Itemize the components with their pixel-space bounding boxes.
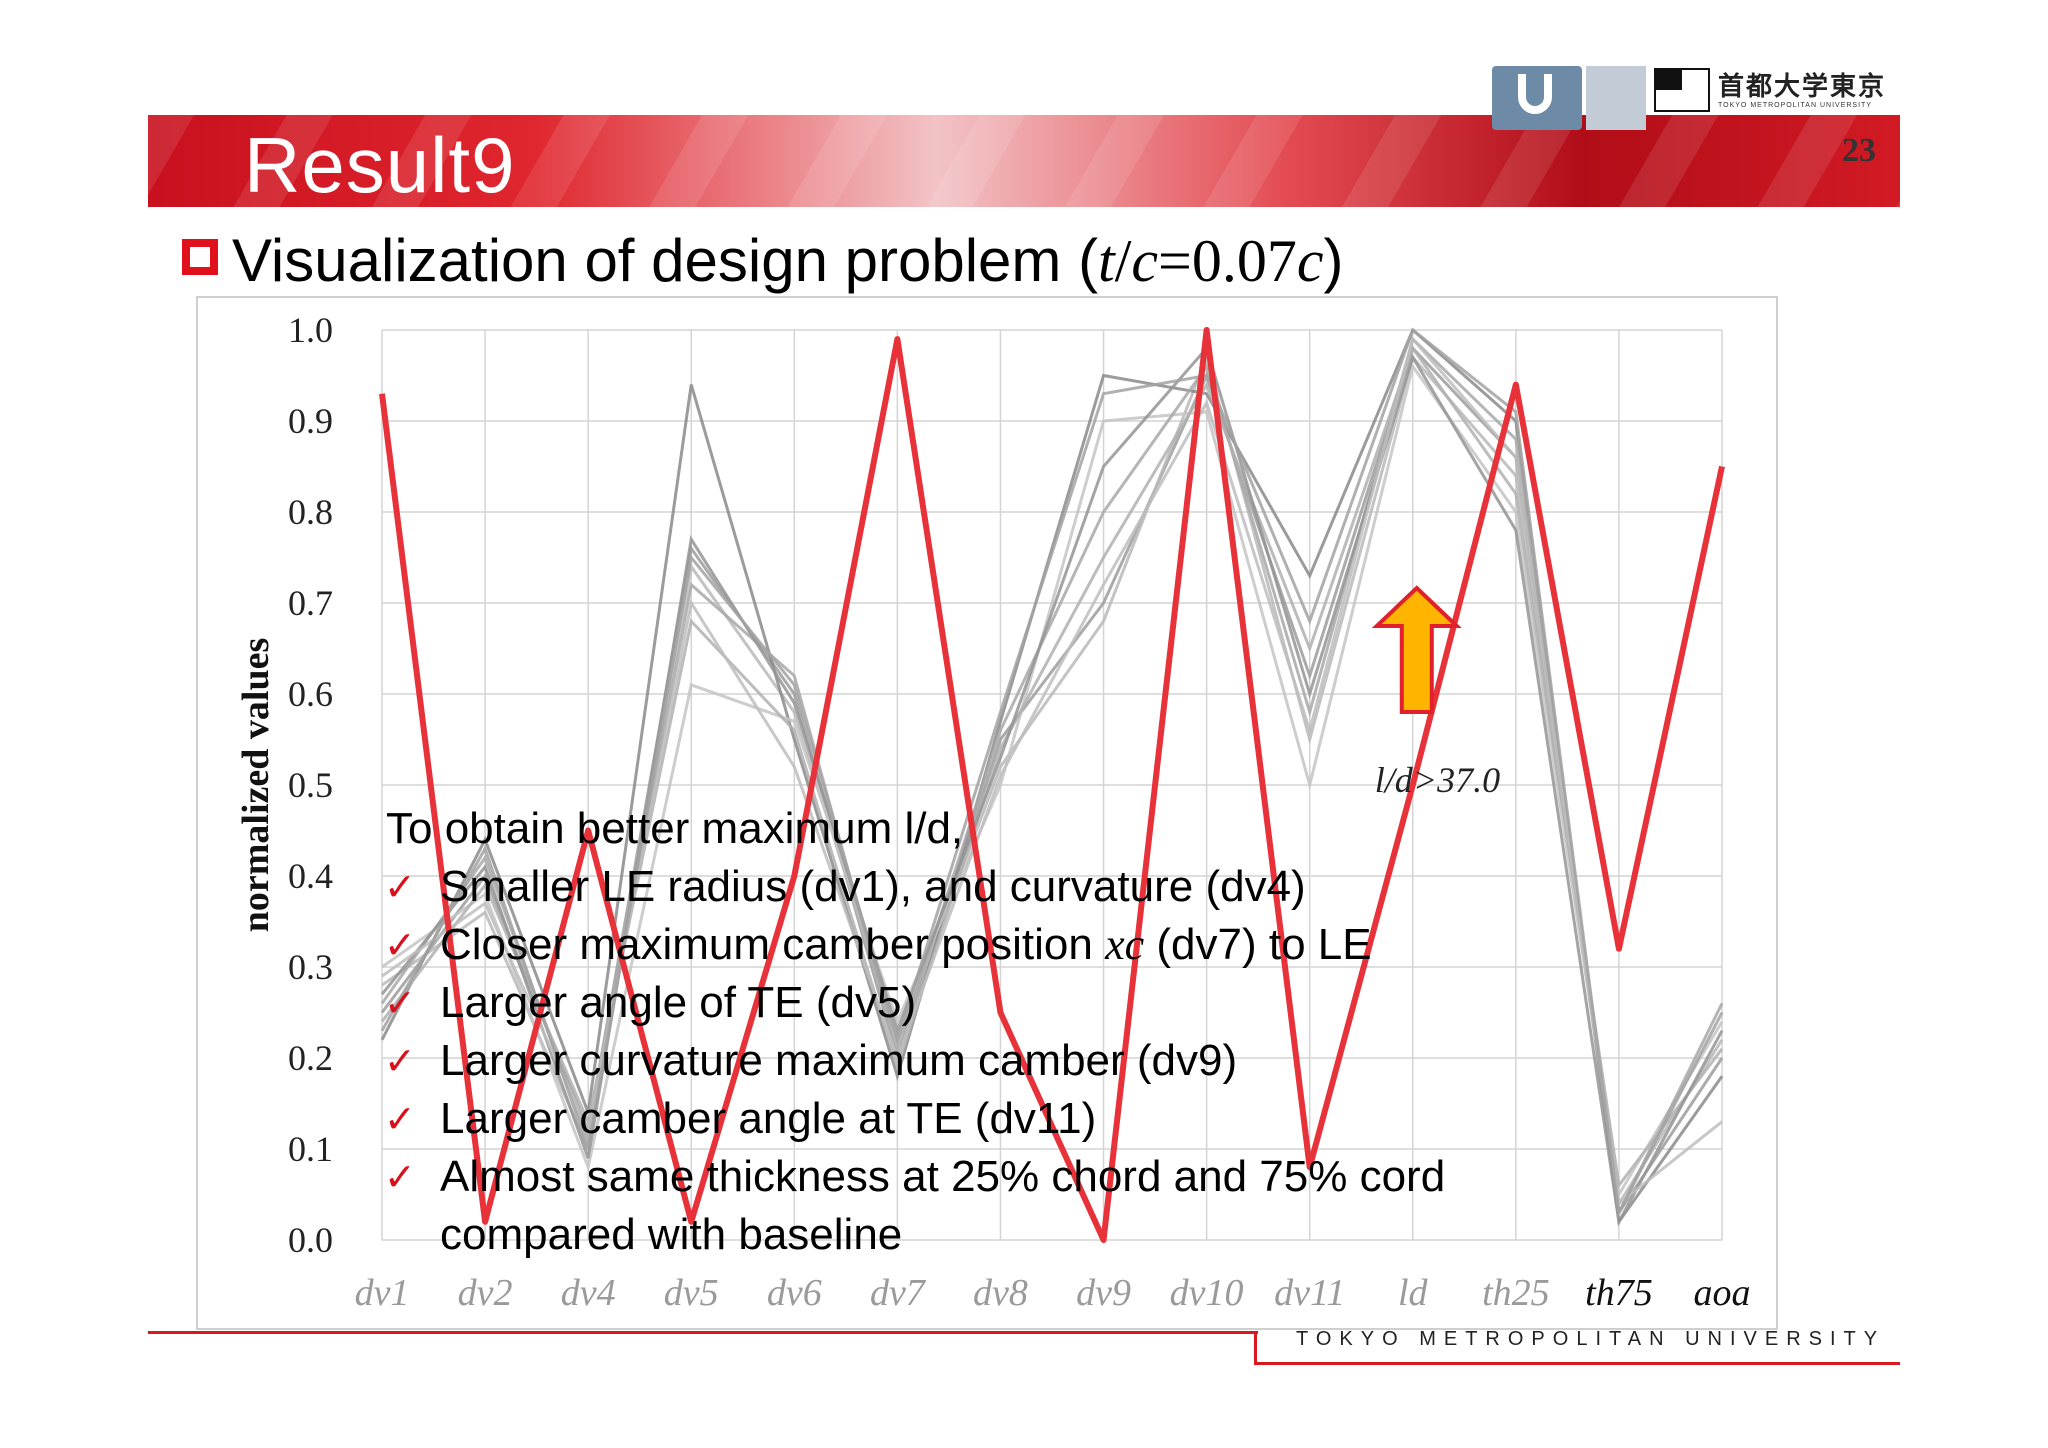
footer-bracket [1254, 1331, 1257, 1365]
notes-intro: To obtain better maximum l/d, [386, 804, 964, 853]
y-tick-label: 0.8 [288, 492, 333, 532]
x-tick-label: dv9 [1076, 1272, 1131, 1314]
y-axis-label: normalized values [235, 638, 277, 932]
note-italic-xc: xc [1105, 920, 1145, 969]
tmu-logo-subtext: TOKYO METROPOLITAN UNIVERSITY [1718, 102, 1872, 109]
subtitle-c: c [1131, 228, 1159, 294]
university-logos: 首都大学東京 TOKYO METROPOLITAN UNIVERSITY [1492, 62, 1900, 134]
y-tick-label: 0.6 [288, 674, 333, 714]
subtitle-text: Visualization of design problem ( [232, 227, 1099, 294]
list-item: ✓ Smaller LE radius (dv1), and curvature … [380, 858, 1530, 916]
notes-box: To obtain better maximum l/d, ✓ Smaller L… [380, 800, 1530, 1264]
y-tick-label: 0.7 [288, 583, 333, 623]
toyama-logo-panel [1586, 66, 1646, 130]
notes-list: ✓ Smaller LE radius (dv1), and curvature … [380, 858, 1530, 1264]
subtitle-c2: c [1296, 228, 1324, 294]
note-text: Almost same thickness at 25% chord and 7… [440, 1152, 1446, 1259]
y-tick-label: 0.5 [288, 765, 333, 805]
x-tick-label: th75 [1585, 1272, 1653, 1314]
x-tick-label: dv5 [664, 1272, 719, 1314]
x-tick-label: aoa [1694, 1272, 1751, 1314]
subtitle-value: =0.07 [1158, 228, 1297, 294]
check-icon: ✓ [384, 981, 416, 1025]
y-tick-label: 0.4 [288, 856, 333, 896]
x-tick-label: dv4 [561, 1272, 616, 1314]
x-tick-label: dv7 [870, 1272, 927, 1314]
footer-university: TOKYO METROPOLITAN UNIVERSITY [1296, 1328, 1886, 1350]
series-line-highlight [379, 327, 1725, 1243]
subtitle-slash: / [1114, 228, 1132, 294]
y-tick-label: 0.9 [288, 401, 333, 441]
note-text: Closer maximum camber position [440, 920, 1106, 969]
x-tick-label: th25 [1482, 1272, 1550, 1314]
slide-title: Result9 [244, 121, 516, 209]
y-tick-label: 0.1 [288, 1129, 333, 1169]
title-bar [148, 115, 1900, 207]
list-item: ✓ Larger curvature maximum camber (dv9) [380, 1032, 1530, 1090]
y-tick-label: 0.0 [288, 1220, 333, 1260]
note-text: Smaller LE radius (dv1), and curvature (… [440, 862, 1306, 911]
page-number: 23 [1842, 132, 1876, 169]
x-tick-label: dv1 [355, 1272, 410, 1314]
subtitle-t: t [1098, 228, 1115, 294]
y-tick-label: 0.3 [288, 947, 333, 987]
subtitle: Visualization of design problem (t/c=0.0… [182, 226, 1344, 296]
x-tick-label: dv6 [767, 1272, 822, 1314]
tmu-logo-icon [1654, 68, 1710, 112]
x-tick-label: dv2 [458, 1272, 513, 1314]
check-icon: ✓ [384, 923, 416, 967]
check-icon: ✓ [384, 1155, 416, 1199]
note-text: Larger angle of TE (dv5) [440, 978, 917, 1027]
annotation-label: l/d>37.0 [1375, 760, 1500, 800]
y-tick-label: 0.2 [288, 1038, 333, 1078]
check-icon: ✓ [384, 865, 416, 909]
x-tick-label: dv11 [1274, 1272, 1345, 1314]
y-tick-label: 1.0 [288, 310, 333, 350]
list-item: ✓ Almost same thickness at 25% chord and … [380, 1148, 1530, 1264]
list-item: ✓ Larger angle of TE (dv5) [380, 974, 1530, 1032]
subtitle-close: ) [1323, 227, 1344, 294]
square-bullet-icon [182, 239, 218, 275]
tmu-logo-text: 首都大学東京 [1718, 72, 1887, 102]
toyama-university-logo-icon [1492, 66, 1582, 130]
check-icon: ✓ [384, 1097, 416, 1141]
note-text: Larger curvature maximum camber (dv9) [440, 1036, 1238, 1085]
list-item: ✓ Closer maximum camber position xc (dv7)… [380, 916, 1530, 974]
list-item: ✓ Larger camber angle at TE (dv11) [380, 1090, 1530, 1148]
x-tick-label: dv8 [973, 1272, 1028, 1314]
up-arrow-icon [1371, 585, 1462, 714]
x-tick-label: dv10 [1170, 1272, 1244, 1314]
check-icon: ✓ [384, 1039, 416, 1083]
series-line-other [380, 327, 1724, 1218]
x-tick-label: ld [1398, 1272, 1429, 1314]
footer-line-right [1254, 1362, 1900, 1365]
note-text-after: (dv7) to LE [1144, 920, 1372, 969]
series-line-other [381, 362, 1724, 1199]
note-text: Larger camber angle at TE (dv11) [440, 1094, 1097, 1143]
footer-line [148, 1331, 1258, 1334]
